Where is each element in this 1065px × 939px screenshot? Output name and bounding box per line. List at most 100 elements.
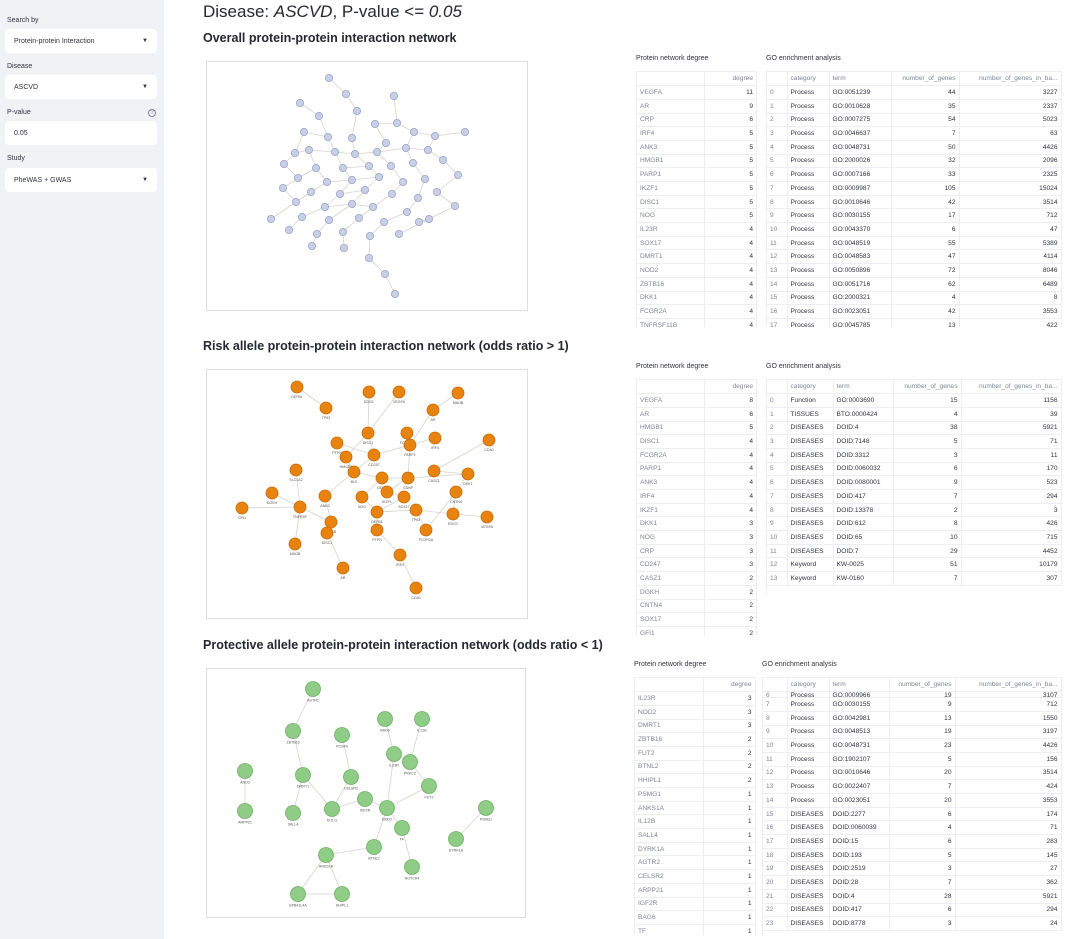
table-row[interactable]: PARP1 4 <box>637 462 757 477</box>
network-node[interactable] <box>300 128 309 137</box>
table-row[interactable]: 3 DISEASES DOID:7148 5 71 <box>767 434 1062 449</box>
term-header[interactable]: term <box>833 380 894 395</box>
table-row[interactable]: 3 Process GO:0046637 7 63 <box>767 126 1062 141</box>
table-row[interactable]: 6 Process GO:0007166 33 2325 <box>767 167 1062 182</box>
overall-degree-table[interactable]: degree VEGFA 11 AR 9 CRP 6 IRF4 5 ANK3 5 HMGB1 5 PARP… <box>636 71 757 327</box>
category-header[interactable]: category <box>787 678 830 693</box>
table-row[interactable]: IRF4 4 <box>637 489 757 504</box>
index-header[interactable] <box>635 678 704 693</box>
table-row[interactable]: 14 Process GO:0023051 20 3553 <box>763 793 1062 808</box>
genes-background-header[interactable]: number_of_genes_in_ba... <box>959 72 1062 87</box>
network-node[interactable] <box>320 526 334 540</box>
network-node[interactable] <box>331 148 340 157</box>
network-node[interactable] <box>386 746 402 762</box>
table-row[interactable]: IKZF1 4 <box>637 503 757 518</box>
table-row[interactable]: DISC1 5 <box>637 195 757 210</box>
network-node[interactable] <box>400 426 414 440</box>
table-row[interactable]: VEGFA 11 <box>637 85 757 100</box>
table-row[interactable]: 5 DISEASES DOID:0060032 6 170 <box>767 462 1062 477</box>
table-row[interactable]: IL23R 3 <box>635 691 756 706</box>
network-node[interactable] <box>404 859 420 875</box>
network-node[interactable] <box>350 150 359 159</box>
network-node[interactable] <box>235 501 249 515</box>
overall-go-table[interactable]: category term number_of_genes number_of_gen… <box>766 71 1062 327</box>
network-node[interactable] <box>401 471 415 485</box>
network-node[interactable] <box>293 500 307 514</box>
table-row[interactable]: 7 DISEASES DOID:417 7 294 <box>767 489 1062 504</box>
table-row[interactable]: DISC1 4 <box>637 434 757 449</box>
network-node[interactable] <box>305 146 314 155</box>
table-row[interactable]: 15 Process GO:2000321 4 8 <box>767 291 1062 306</box>
network-node[interactable] <box>423 146 432 155</box>
network-node[interactable] <box>478 800 494 816</box>
network-node[interactable] <box>367 448 381 462</box>
term-header[interactable]: term <box>829 678 890 693</box>
protective-degree-table[interactable]: degree IL23R 3 NOD2 3 DMRT1 3 ZBTB16 2 FUT2 2 BTNL2… <box>634 677 756 935</box>
table-row[interactable]: 12 Process GO:0010646 20 3514 <box>763 766 1062 781</box>
table-row[interactable]: 17 Process GO:0045785 13 422 <box>767 318 1062 327</box>
table-row[interactable]: DMRT1 3 <box>635 719 756 734</box>
network-node[interactable] <box>394 229 403 238</box>
network-node[interactable] <box>387 189 396 198</box>
risk-go-table[interactable]: category term number_of_genes number_of_gen… <box>766 379 1062 595</box>
network-node[interactable] <box>432 188 441 197</box>
network-node[interactable] <box>279 184 288 193</box>
network-node[interactable] <box>446 507 460 521</box>
table-row[interactable]: 18 DISEASES DOID:193 5 145 <box>763 848 1062 863</box>
table-row[interactable]: 1 TISSUES BTO:0000424 4 39 <box>767 407 1062 422</box>
network-node[interactable] <box>414 711 430 727</box>
network-node[interactable] <box>409 128 418 137</box>
network-node[interactable] <box>409 581 423 595</box>
network-node[interactable] <box>290 380 304 394</box>
network-node[interactable] <box>347 199 356 208</box>
network-node[interactable] <box>392 385 406 399</box>
table-row[interactable]: 23 DISEASES DOID:8778 3 24 <box>763 916 1062 931</box>
network-node[interactable] <box>360 186 369 195</box>
table-row[interactable]: ARPP21 1 <box>635 883 756 898</box>
table-row[interactable]: 4 DISEASES DOID:3312 3 11 <box>767 448 1062 463</box>
network-node[interactable] <box>318 489 332 503</box>
network-node[interactable] <box>341 89 350 98</box>
table-row[interactable]: ANK3 5 <box>637 140 757 155</box>
network-node[interactable] <box>285 225 294 234</box>
search-by-select[interactable]: Protein-protein Interaction ▼ <box>5 29 157 53</box>
genes-background-header[interactable]: number_of_genes_in_ba... <box>955 678 1062 693</box>
table-row[interactable]: 2 DISEASES DOID:4 38 5921 <box>767 421 1062 436</box>
table-row[interactable]: 4 Process GO:0048731 50 4426 <box>767 140 1062 155</box>
network-node[interactable] <box>451 386 465 400</box>
table-row[interactable]: 8 DISEASES DOID:13378 2 3 <box>767 503 1062 518</box>
network-node[interactable] <box>374 173 383 182</box>
network-node[interactable] <box>312 164 321 173</box>
network-node[interactable] <box>375 471 389 485</box>
network-node[interactable] <box>414 217 423 226</box>
network-node[interactable] <box>325 73 334 82</box>
network-node[interactable] <box>285 805 301 821</box>
network-node[interactable] <box>449 485 463 499</box>
table-row[interactable]: 0 Function GO:0003690 15 1156 <box>767 393 1062 408</box>
network-node[interactable] <box>430 132 439 141</box>
network-node[interactable] <box>409 503 423 517</box>
network-node[interactable] <box>364 162 373 171</box>
go-table[interactable]: category term number_of_genes number_of_gen… <box>763 678 1062 931</box>
table-row[interactable]: ZBTB16 2 <box>635 732 756 747</box>
network-node[interactable] <box>343 769 359 785</box>
network-node[interactable] <box>365 231 374 240</box>
network-node[interactable] <box>370 523 384 537</box>
network-node[interactable] <box>308 241 317 250</box>
table-row[interactable]: NOG 3 <box>637 530 757 545</box>
table-row[interactable]: FCGR2A 4 <box>637 304 757 319</box>
degree-header[interactable]: degree <box>704 380 757 395</box>
risk-network-svg[interactable]: DEFB1 TP63 EDG1 VEGFA MAOB DISC1 PTPN FCGR2A AR I… <box>207 370 527 618</box>
network-node[interactable] <box>392 119 401 128</box>
table-row[interactable]: CASZ1 2 <box>637 571 757 586</box>
network-node[interactable] <box>450 201 459 210</box>
network-node[interactable] <box>380 269 389 278</box>
network-node[interactable] <box>321 202 330 211</box>
network-node[interactable] <box>480 510 494 524</box>
table-row[interactable]: IGF2R 1 <box>635 897 756 912</box>
table-row[interactable]: ANKS1A 1 <box>635 801 756 816</box>
network-node[interactable] <box>288 537 302 551</box>
risk-network-graph[interactable]: DEFB1 TP63 EDG1 VEGFA MAOB DISC1 PTPN FCGR2A AR I… <box>206 369 528 619</box>
network-node[interactable] <box>482 433 496 447</box>
table-row[interactable]: TF 1 <box>635 924 756 935</box>
